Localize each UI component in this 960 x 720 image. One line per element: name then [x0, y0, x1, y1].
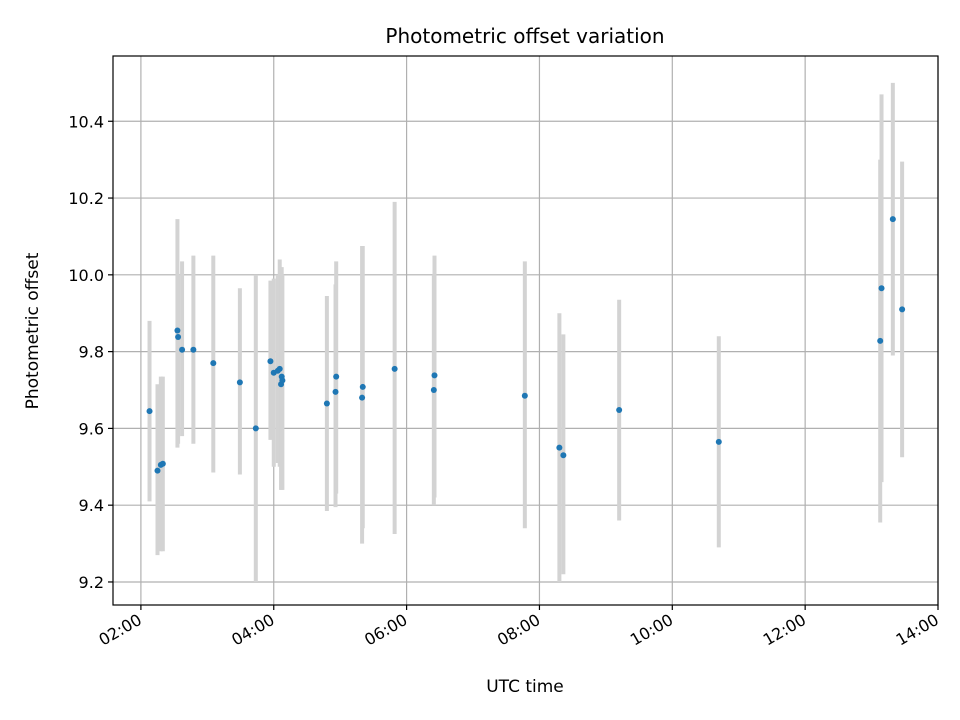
data-point: [359, 383, 366, 390]
data-point: [175, 334, 182, 341]
data-point: [715, 438, 722, 445]
data-points: [146, 216, 906, 474]
y-tick-label: 10.4: [68, 112, 104, 131]
x-axis-label: UTC time: [486, 677, 564, 697]
data-point: [359, 394, 366, 401]
data-point: [146, 408, 153, 415]
y-tick-label: 10.2: [68, 189, 104, 208]
y-tick-label: 9.6: [79, 419, 104, 438]
plot-frame: [112, 55, 939, 606]
data-point: [616, 406, 623, 413]
data-point: [878, 285, 885, 292]
data-point: [154, 467, 161, 474]
data-point: [179, 346, 186, 353]
data-point: [210, 360, 217, 367]
data-point: [556, 444, 563, 451]
y-tick-label: 10.0: [68, 266, 104, 285]
data-point: [323, 400, 330, 407]
data-point: [889, 216, 896, 223]
data-point: [190, 346, 197, 353]
plot-area: 02:00 04:00 06:00 08:00 10:00 12:00 14:00 9.29…: [68, 55, 942, 650]
data-point: [899, 306, 906, 313]
y-tick-label: 9.2: [79, 573, 104, 592]
data-point: [174, 327, 181, 334]
data-point: [430, 387, 437, 394]
y-axis-label: Photometric offset: [23, 252, 43, 409]
data-point: [276, 365, 283, 372]
data-point: [159, 460, 166, 467]
y-tick-label: 9.4: [79, 496, 104, 515]
data-point: [391, 365, 398, 372]
data-point: [267, 358, 274, 365]
data-point: [252, 425, 259, 432]
data-point: [279, 377, 286, 384]
data-point: [877, 337, 884, 344]
data-point: [332, 388, 339, 395]
y-tick-label: 9.8: [79, 343, 104, 362]
data-point: [333, 373, 340, 380]
chart-title: Photometric offset variation: [385, 24, 664, 48]
data-point: [431, 372, 438, 379]
data-point: [560, 452, 567, 459]
data-point: [236, 379, 243, 386]
y-axis-ticks: 9.2 9.4 9.6 9.8 10.0 10.2 10.4: [68, 112, 113, 592]
data-point: [521, 392, 528, 399]
